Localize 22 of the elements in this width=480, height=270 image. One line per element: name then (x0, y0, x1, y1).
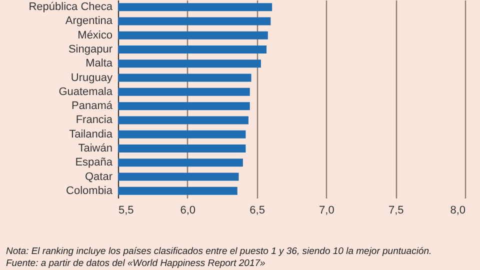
y-tick-label: República Checa (28, 1, 114, 14)
y-tick-label: España (75, 156, 114, 169)
y-tick-label: Panamá (72, 100, 114, 112)
text: Nota: El ranking incluye los países clasificados entre el puesto 1 y 36, siendo 10 la mejor puntuación. (6, 246, 432, 258)
x-tick-label: 6,0 (180, 204, 196, 216)
y-tick-label: Argentina (65, 15, 114, 28)
x-tick-label: 8,0 (450, 204, 466, 216)
y-tick-label: Taiwán (78, 142, 112, 154)
y-tick-label: Singapur (68, 44, 113, 56)
y-tick-label: México (78, 29, 112, 42)
y-tick-label: Uruguay (70, 72, 113, 84)
y-tick-label: Tailandia (69, 128, 114, 140)
y-tick-label: Francia (76, 114, 114, 126)
y-tick-label: Qatar (84, 170, 113, 183)
y-tick-label: Guatemala (58, 86, 114, 98)
x-tick-label: 7,5 (388, 204, 404, 216)
source-note: Fuente: a partir de datos del «World Happiness Report 2017» (6, 258, 266, 270)
y-tick-label: Malta (86, 58, 114, 70)
x-tick-label: 5,5 (118, 204, 134, 216)
x-tick-label: 7,0 (319, 204, 334, 216)
y-tick-label: Colombia (66, 184, 114, 197)
x-tick-label: 6,5 (250, 204, 265, 216)
